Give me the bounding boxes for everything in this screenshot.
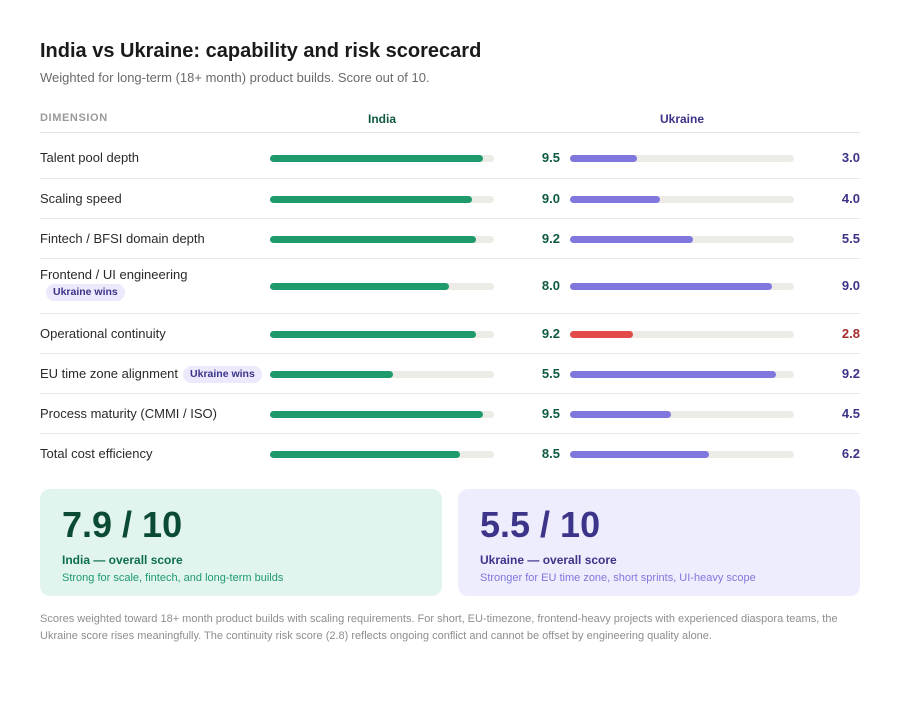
- ukraine-bar: [570, 450, 709, 458]
- india-score-label: 8.5: [541, 445, 560, 461]
- ukraine-bar-track: [570, 155, 794, 162]
- dimension-label: Fintech / BFSI domain depth: [40, 231, 205, 247]
- scorecard: India vs Ukraine: capability and risk sc…: [40, 38, 860, 642]
- table-body: Talent pool depth 9.5 3.0 Scaling speed 9.0 4…: [40, 133, 860, 473]
- india-score-label: 9.5: [541, 405, 560, 421]
- table-row: Total cost efficiency 8.5 6.2: [40, 434, 860, 473]
- ukraine-bar: [570, 195, 660, 203]
- summary-cards: 7.9 / 10 India — overall score Strong fo…: [40, 489, 860, 596]
- india-overall-score: 7.9 / 10: [62, 504, 183, 545]
- dimension-label: Total cost efficiency: [40, 446, 152, 462]
- table-row: Operational continuity 9.2 2.8: [40, 314, 860, 354]
- india-summary-title: India — overall score: [62, 553, 183, 567]
- india-score-label: 9.0: [541, 190, 560, 206]
- ukraine-bar: [570, 155, 637, 162]
- dimension-label: Process maturity (CMMI / ISO): [40, 406, 217, 422]
- dimension-label: Frontend / UI engineering Ukraine wins: [40, 267, 187, 301]
- dimension-text: Operational continuity: [40, 325, 166, 341]
- india-bar: [270, 330, 476, 338]
- india-bar-track: [270, 283, 494, 290]
- ukraine-bar-track: [570, 410, 794, 418]
- dimension-label: EU time zone alignment Ukraine wins: [40, 365, 262, 383]
- ukraine-wins-badge: Ukraine wins: [46, 284, 125, 301]
- ukraine-score-label: 9.2: [841, 365, 860, 381]
- india-bar-track: [270, 410, 494, 418]
- dimension-label: Scaling speed: [40, 191, 122, 207]
- india-bar: [270, 450, 460, 458]
- footnote: Scores weighted toward 18+ month product…: [40, 613, 838, 642]
- ukraine-bar-track: [570, 330, 794, 338]
- india-score-label: 5.5: [541, 365, 560, 381]
- page-subtitle: Weighted for long-term (18+ month) produ…: [40, 70, 430, 85]
- india-bar-track: [270, 330, 494, 338]
- ukraine-score-label: 4.0: [841, 190, 860, 206]
- ukraine-bar: [570, 410, 671, 418]
- india-summary-card: 7.9 / 10 India — overall score Strong fo…: [40, 489, 442, 596]
- table-row: EU time zone alignment Ukraine wins 5.5 9.2: [40, 354, 860, 394]
- ukraine-score-label: 9.0: [841, 278, 860, 293]
- ukraine-bar-track: [570, 235, 794, 243]
- india-score-label: 9.2: [541, 325, 560, 341]
- dimension-text: Scaling speed: [40, 190, 122, 206]
- page-title: India vs Ukraine: capability and risk sc…: [40, 40, 482, 62]
- column-header-india: India: [368, 112, 397, 126]
- india-bar: [270, 370, 393, 378]
- india-bar-track: [270, 155, 494, 162]
- india-bar: [270, 283, 449, 290]
- india-bar: [270, 155, 483, 162]
- india-bar: [270, 410, 483, 418]
- column-header-dimension: DIMENSION: [40, 112, 108, 124]
- ukraine-summary-title: Ukraine — overall score: [480, 553, 617, 567]
- india-bar-track: [270, 450, 494, 458]
- india-score-label: 9.2: [541, 230, 560, 246]
- india-bar-track: [270, 235, 494, 243]
- ukraine-bar-track: [570, 283, 794, 290]
- ukraine-score-label: 2.8: [841, 325, 860, 341]
- india-bar-track: [270, 195, 494, 203]
- dimension-label: Operational continuity: [40, 326, 166, 342]
- ukraine-bar: [570, 283, 772, 290]
- ukraine-bar-track: [570, 450, 794, 458]
- table-row: Fintech / BFSI domain depth 9.2 5.5: [40, 219, 860, 259]
- ukraine-overall-score: 5.5 / 10: [480, 504, 601, 545]
- ukraine-bar: [570, 235, 693, 243]
- dimension-text: Frontend / UI engineering: [40, 267, 188, 282]
- dimension-label: Talent pool depth: [40, 150, 139, 166]
- ukraine-bar-track: [570, 195, 794, 203]
- india-score-label: 9.5: [541, 150, 560, 165]
- table-row: Scaling speed 9.0 4.0: [40, 179, 860, 219]
- dimension-text: EU time zone alignment: [40, 365, 179, 381]
- india-summary-note: Strong for scale, fintech, and long-term…: [62, 572, 284, 584]
- dimension-text: Talent pool depth: [40, 150, 140, 165]
- ukraine-score-label: 3.0: [841, 150, 860, 165]
- table-header: DIMENSION India Ukraine: [40, 110, 860, 133]
- india-bar-track: [270, 370, 494, 378]
- dimension-text: Fintech / BFSI domain depth: [40, 230, 205, 246]
- column-header-ukraine: Ukraine: [660, 112, 705, 126]
- india-bar: [270, 195, 472, 203]
- table-row: Process maturity (CMMI / ISO) 9.5 4.5: [40, 394, 860, 434]
- ukraine-risk-bar: [570, 330, 633, 338]
- ukraine-score-label: 6.2: [841, 445, 860, 461]
- table-row: Frontend / UI engineering Ukraine wins 8.0…: [40, 259, 860, 314]
- table-row: Talent pool depth 9.5 3.0: [40, 133, 860, 179]
- ukraine-summary-card: 5.5 / 10 Ukraine — overall score Stronge…: [458, 489, 860, 596]
- dimension-text: Total cost efficiency: [40, 445, 153, 461]
- ukraine-wins-badge: Ukraine wins: [183, 365, 262, 383]
- ukraine-bar: [570, 370, 776, 378]
- ukraine-summary-note: Stronger for EU time zone, short sprints…: [480, 572, 756, 584]
- ukraine-score-label: 4.5: [841, 405, 860, 421]
- india-bar: [270, 235, 476, 243]
- ukraine-score-label: 5.5: [841, 230, 860, 246]
- india-score-label: 8.0: [541, 278, 560, 293]
- scorecard-table: DIMENSION India Ukraine Talent pool dept…: [40, 110, 860, 473]
- ukraine-bar-track: [570, 370, 794, 378]
- dimension-text: Process maturity (CMMI / ISO): [40, 405, 217, 421]
